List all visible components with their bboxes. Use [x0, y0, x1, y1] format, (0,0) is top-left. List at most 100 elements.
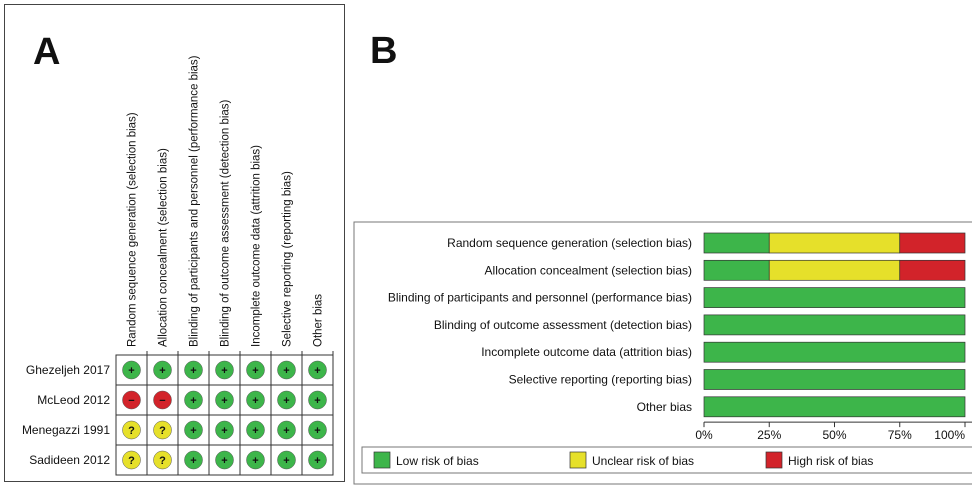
bar-segment-low: [703, 396, 966, 418]
judgement-high-symbol: −: [159, 395, 165, 407]
category-label: Random sequence generation (selection bi…: [447, 236, 692, 250]
judgement-unclear-symbol: ?: [128, 425, 135, 437]
judgement-unclear-mark: [122, 450, 141, 470]
panel-label-a: A: [33, 31, 61, 73]
x-tick-label: 100%: [934, 428, 965, 442]
legend-label-high: High risk of bias: [788, 454, 873, 468]
column-header: Incomplete outcome data (attrition bias): [251, 145, 263, 347]
bar-segment-low: [703, 259, 770, 281]
category-label: Incomplete outcome data (attrition bias): [481, 345, 692, 359]
risk-of-bias-summary-panel: A Random sequence generation (selection …: [4, 4, 345, 482]
bar-segment-unclear: [768, 259, 901, 281]
bar-segment-low: [703, 232, 770, 254]
category-label: Allocation concealment (selection bias): [485, 263, 692, 277]
risk-of-bias-graph: Random sequence generation (selection bi…: [353, 221, 972, 485]
judgement-low-symbol: +: [159, 365, 165, 377]
judgement-low-mark: [246, 450, 265, 470]
judgement-unclear-mark: [153, 420, 172, 440]
judgement-low-mark: [308, 420, 327, 440]
bar-segment-low: [703, 369, 966, 390]
judgement-low-symbol: +: [252, 365, 258, 377]
study-label: McLeod 2012: [37, 393, 110, 407]
column-header: Other bias: [313, 294, 325, 347]
judgement-low-mark: [277, 360, 296, 380]
judgement-low-symbol: +: [314, 365, 320, 377]
judgement-low-mark: [246, 390, 265, 410]
risk-of-bias-graph-panel: B Random sequence generation (selection …: [352, 0, 972, 485]
judgement-high-mark: [122, 390, 141, 410]
judgement-low-mark: [277, 450, 296, 470]
bar-segment-low: [703, 314, 966, 336]
judgement-unclear-mark: [122, 420, 141, 440]
judgement-low-mark: [277, 420, 296, 440]
bar-segment-high: [899, 232, 966, 254]
legend-box: [361, 446, 972, 474]
judgement-low-mark: [277, 390, 296, 410]
column-header: Blinding of participants and personnel (…: [189, 55, 201, 347]
judgement-low-symbol: +: [283, 425, 289, 437]
bar-segment-high: [899, 259, 966, 281]
judgement-low-mark: [122, 360, 141, 380]
judgement-low-symbol: +: [221, 425, 227, 437]
judgement-low-symbol: +: [190, 455, 196, 467]
judgement-low-symbol: +: [252, 395, 258, 407]
category-label: Selective reporting (reporting bias): [509, 373, 692, 387]
judgement-low-mark: [308, 390, 327, 410]
judgement-low-symbol: +: [252, 425, 258, 437]
judgement-low-mark: [184, 360, 203, 380]
judgement-low-symbol: +: [283, 395, 289, 407]
judgement-low-mark: [308, 450, 327, 470]
bar-segment-low: [703, 287, 966, 308]
risk-of-bias-summary-grid: Random sequence generation (selection bi…: [22, 55, 334, 476]
study-label: Menegazzi 1991: [22, 423, 110, 437]
judgement-low-symbol: +: [314, 455, 320, 467]
judgement-low-mark: [308, 360, 327, 380]
judgement-low-symbol: +: [252, 455, 258, 467]
study-label: Sadideen 2012: [29, 453, 110, 467]
bar-segment-unclear: [768, 232, 901, 254]
x-tick-label: 50%: [822, 428, 846, 442]
judgement-low-mark: [215, 450, 234, 470]
judgement-low-symbol: +: [283, 455, 289, 467]
legend-label-unclear: Unclear risk of bias: [592, 454, 694, 468]
judgement-low-symbol: +: [190, 395, 196, 407]
judgement-high-symbol: −: [128, 395, 134, 407]
judgement-unclear-mark: [153, 450, 172, 470]
judgement-high-mark: [153, 390, 172, 410]
judgement-low-mark: [184, 390, 203, 410]
judgement-low-mark: [153, 360, 172, 380]
judgement-low-mark: [184, 450, 203, 470]
bar-segment-low: [703, 341, 966, 363]
judgement-low-symbol: +: [190, 425, 196, 437]
x-tick-label: 75%: [888, 428, 912, 442]
judgement-low-symbol: +: [283, 365, 289, 377]
column-header: Blinding of outcome assessment (detectio…: [220, 99, 232, 347]
judgement-low-mark: [184, 420, 203, 440]
judgement-low-mark: [215, 420, 234, 440]
legend-swatch-low: [373, 451, 391, 469]
study-label: Ghezeljeh 2017: [26, 363, 110, 377]
judgement-low-symbol: +: [221, 455, 227, 467]
legend-swatch-high: [765, 451, 783, 469]
judgement-low-mark: [246, 360, 265, 380]
judgement-low-symbol: +: [221, 365, 227, 377]
judgement-unclear-symbol: ?: [128, 455, 135, 467]
category-label: Blinding of participants and personnel (…: [388, 291, 692, 305]
column-header: Selective reporting (reporting bias): [282, 171, 294, 347]
judgement-low-symbol: +: [190, 365, 196, 377]
category-label: Other bias: [637, 400, 692, 414]
x-tick-label: 25%: [757, 428, 781, 442]
panel-label-b: B: [370, 30, 398, 72]
category-label: Blinding of outcome assessment (detectio…: [434, 318, 692, 332]
judgement-low-mark: [246, 420, 265, 440]
judgement-low-symbol: +: [128, 365, 134, 377]
judgement-low-mark: [215, 390, 234, 410]
legend-swatch-unclear: [569, 451, 587, 469]
judgement-unclear-symbol: ?: [159, 455, 166, 467]
judgement-low-symbol: +: [314, 425, 320, 437]
column-header: Random sequence generation (selection bi…: [127, 112, 139, 347]
judgement-low-mark: [215, 360, 234, 380]
column-header: Allocation concealment (selection bias): [158, 148, 170, 347]
x-tick-label: 0%: [695, 428, 713, 442]
judgement-low-symbol: +: [221, 395, 227, 407]
